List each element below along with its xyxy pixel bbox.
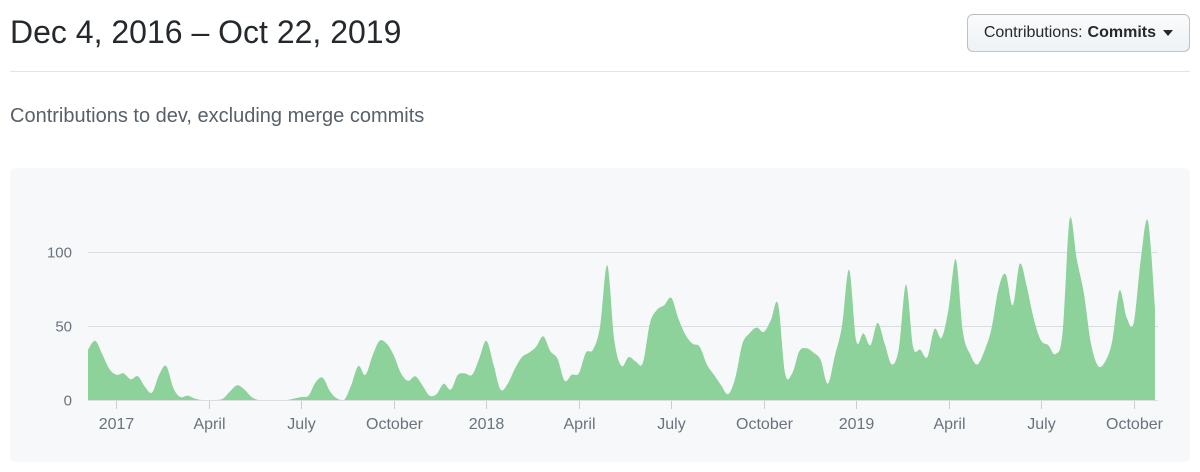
divider: [10, 71, 1190, 72]
page-title: Dec 4, 2016 – Oct 22, 2019: [10, 14, 402, 50]
chart-subtitle: Contributions to dev, excluding merge co…: [10, 105, 425, 127]
x-axis-label: July: [657, 416, 685, 433]
caret-down-icon: [1163, 30, 1173, 36]
x-axis-label: October: [736, 416, 794, 433]
header: Dec 4, 2016 – Oct 22, 2019 Contributions…: [10, 12, 1190, 52]
filter-selected-value: Commits: [1087, 24, 1156, 41]
x-axis-label: April: [933, 416, 965, 433]
filter-label: Contributions:: [983, 24, 1083, 41]
commit-activity-chart[interactable]: 0 50 100 2017 April July October 2018 April July O…: [10, 168, 1190, 462]
x-axis-label: April: [563, 416, 595, 433]
contributions-filter-button[interactable]: Contributions: Commits: [966, 14, 1190, 52]
x-axis-label: October: [1106, 416, 1164, 433]
x-axis-label: July: [287, 416, 315, 433]
y-axis-label: 100: [47, 245, 72, 262]
x-axis-label: April: [193, 416, 225, 433]
x-axis-label: 2018: [469, 416, 505, 433]
y-axis-label: 0: [64, 393, 72, 410]
x-axis-label: October: [366, 416, 424, 433]
chart-card: 0 50 100 2017 April July October 2018 April July O…: [10, 168, 1190, 462]
y-axis-label: 50: [55, 319, 72, 336]
commit-activity-area: [88, 217, 1155, 400]
x-axis-label: 2017: [99, 416, 135, 433]
x-axis-label: July: [1027, 416, 1055, 433]
x-axis-label: 2019: [839, 416, 875, 433]
